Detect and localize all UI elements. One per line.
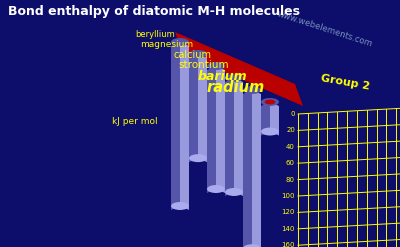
Polygon shape: [180, 42, 189, 210]
Text: Bond enthalpy of diatomic M-H molecules: Bond enthalpy of diatomic M-H molecules: [8, 5, 300, 18]
Text: kJ per mol: kJ per mol: [112, 118, 158, 126]
Polygon shape: [252, 90, 261, 247]
Ellipse shape: [261, 98, 279, 106]
Polygon shape: [198, 54, 207, 162]
Text: 40: 40: [286, 144, 295, 150]
Polygon shape: [189, 54, 198, 162]
Ellipse shape: [265, 100, 275, 104]
Ellipse shape: [207, 62, 225, 70]
Polygon shape: [234, 78, 243, 196]
Ellipse shape: [171, 202, 189, 210]
Polygon shape: [175, 32, 303, 106]
Text: 80: 80: [286, 177, 295, 183]
Text: 140: 140: [282, 226, 295, 232]
Ellipse shape: [189, 50, 207, 58]
Text: beryllium: beryllium: [135, 30, 175, 39]
Polygon shape: [207, 66, 216, 193]
Polygon shape: [270, 102, 279, 136]
Text: 120: 120: [282, 209, 295, 215]
Text: 20: 20: [286, 127, 295, 133]
Text: Group 2: Group 2: [320, 73, 370, 91]
Text: 160: 160: [282, 242, 295, 247]
Text: barium: barium: [197, 70, 247, 83]
Text: 0: 0: [290, 111, 295, 117]
Polygon shape: [243, 90, 252, 247]
Text: calcium: calcium: [173, 50, 211, 60]
Text: magnesium: magnesium: [140, 40, 193, 49]
Text: radium: radium: [207, 80, 265, 95]
Polygon shape: [216, 66, 225, 193]
Ellipse shape: [171, 38, 189, 46]
Ellipse shape: [243, 244, 261, 247]
Text: 100: 100: [282, 193, 295, 199]
Text: 60: 60: [286, 160, 295, 166]
Ellipse shape: [225, 74, 243, 82]
Polygon shape: [171, 42, 180, 210]
Polygon shape: [225, 78, 234, 196]
Text: www.webelements.com: www.webelements.com: [276, 9, 374, 49]
Ellipse shape: [207, 185, 225, 193]
Text: strontium: strontium: [178, 60, 229, 70]
Ellipse shape: [225, 188, 243, 196]
Ellipse shape: [243, 86, 261, 94]
Ellipse shape: [189, 154, 207, 162]
Polygon shape: [261, 102, 270, 136]
Ellipse shape: [261, 127, 279, 136]
